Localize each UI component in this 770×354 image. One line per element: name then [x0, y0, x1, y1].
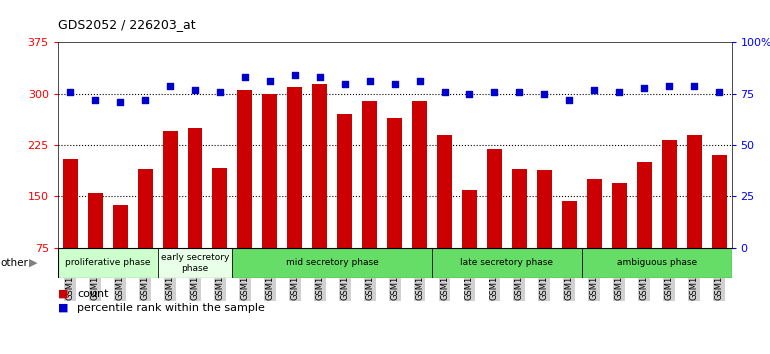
- Bar: [138, 169, 152, 248]
- Text: mid secretory phase: mid secretory phase: [286, 258, 379, 267]
- Bar: [62, 159, 78, 248]
- Point: [488, 89, 500, 95]
- Bar: [263, 94, 277, 248]
- Bar: [587, 179, 601, 248]
- Point: [89, 97, 102, 103]
- Bar: [337, 114, 352, 248]
- Text: ▶: ▶: [29, 258, 38, 268]
- Text: count: count: [77, 289, 109, 299]
- Bar: [462, 190, 477, 248]
- Point: [514, 89, 526, 95]
- Bar: [287, 87, 303, 248]
- Bar: [313, 84, 327, 248]
- Point: [239, 75, 251, 80]
- Text: early secretory
phase: early secretory phase: [161, 253, 229, 273]
- Point: [563, 97, 575, 103]
- Point: [713, 89, 725, 95]
- Point: [64, 89, 76, 95]
- Point: [289, 73, 301, 78]
- Bar: [387, 118, 402, 248]
- Bar: [537, 171, 552, 248]
- Bar: [711, 155, 727, 248]
- Bar: [88, 193, 102, 248]
- Bar: [188, 128, 203, 248]
- Point: [613, 89, 625, 95]
- Point: [189, 87, 201, 92]
- Bar: [162, 131, 178, 248]
- Bar: [437, 135, 452, 248]
- Text: ■: ■: [58, 303, 69, 313]
- Point: [114, 99, 126, 105]
- Point: [363, 79, 376, 84]
- Text: ■: ■: [58, 289, 69, 299]
- Bar: [58, 248, 158, 278]
- Bar: [213, 168, 227, 248]
- Point: [339, 81, 351, 86]
- Point: [688, 83, 700, 88]
- Point: [164, 83, 176, 88]
- Text: percentile rank within the sample: percentile rank within the sample: [77, 303, 265, 313]
- Point: [638, 85, 651, 91]
- Bar: [158, 248, 233, 278]
- Text: other: other: [0, 258, 28, 268]
- Point: [663, 83, 675, 88]
- Text: ambiguous phase: ambiguous phase: [617, 258, 697, 267]
- Bar: [112, 205, 128, 248]
- Bar: [687, 135, 701, 248]
- Bar: [487, 149, 502, 248]
- Point: [464, 91, 476, 97]
- Bar: [412, 101, 427, 248]
- Point: [388, 81, 400, 86]
- Bar: [233, 248, 432, 278]
- Point: [214, 89, 226, 95]
- Bar: [512, 169, 527, 248]
- Bar: [611, 183, 627, 248]
- Bar: [362, 101, 377, 248]
- Point: [413, 79, 426, 84]
- Text: proliferative phase: proliferative phase: [65, 258, 150, 267]
- Text: late secretory phase: late secretory phase: [460, 258, 554, 267]
- Point: [438, 89, 450, 95]
- Bar: [582, 248, 732, 278]
- Bar: [661, 140, 677, 248]
- Bar: [237, 90, 253, 248]
- Bar: [432, 248, 582, 278]
- Bar: [637, 162, 651, 248]
- Point: [588, 87, 601, 92]
- Bar: [562, 201, 577, 248]
- Point: [538, 91, 551, 97]
- Point: [263, 79, 276, 84]
- Text: GDS2052 / 226203_at: GDS2052 / 226203_at: [58, 18, 196, 31]
- Point: [313, 75, 326, 80]
- Point: [139, 97, 151, 103]
